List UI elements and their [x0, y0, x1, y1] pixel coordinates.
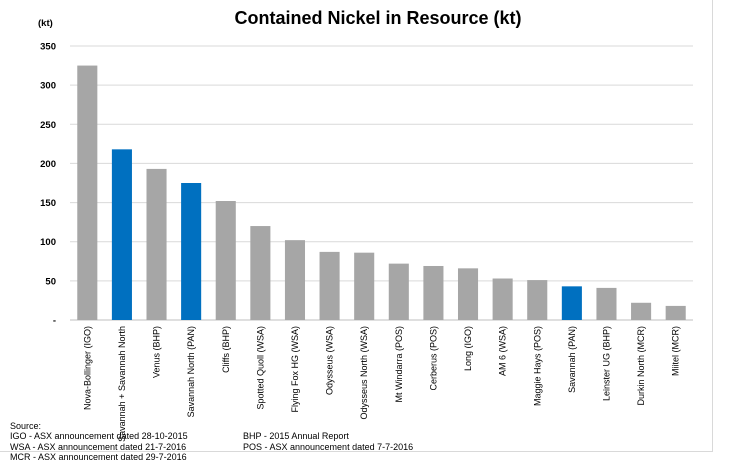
bar — [146, 168, 167, 320]
chart-title: Contained Nickel in Resource (kt) — [234, 8, 521, 28]
y-tick-label: 100 — [40, 237, 56, 248]
source-line: MCR - ASX announcement dated 29-7-2016 — [10, 452, 187, 463]
bar — [181, 183, 202, 320]
bar — [423, 265, 444, 320]
x-tick-label: Maggie Hays (POS) — [532, 326, 542, 406]
bar — [631, 302, 652, 320]
x-tick-label: Venus (BHP) — [152, 326, 162, 378]
x-tick-label: Odysseus (WSA) — [325, 326, 335, 395]
x-tick-label: Cerberus (POS) — [428, 326, 438, 391]
bar — [457, 268, 479, 320]
y-tick-label: 300 — [40, 81, 56, 92]
x-tick-label: Durkin North (MCR) — [636, 326, 646, 406]
x-tick-label: Spotted Quoll (WSA) — [255, 326, 265, 410]
x-tick-label: Cliffs (BHP) — [221, 326, 231, 373]
frame-bottom-border — [0, 451, 713, 452]
bar — [215, 201, 236, 320]
bar — [354, 252, 375, 320]
y-tick-label: 200 — [40, 159, 56, 170]
bar — [319, 251, 340, 320]
bar — [388, 263, 409, 320]
y-axis-unit-label: (kt) — [38, 18, 53, 29]
bar — [284, 240, 306, 320]
x-tick-label: Long (IGO) — [463, 326, 473, 371]
x-tick-label: Nova-Bollinger (IGO) — [82, 326, 92, 410]
source-line: BHP - 2015 Annual Report — [243, 431, 349, 442]
bar — [561, 286, 582, 320]
y-tick-label: 50 — [45, 276, 56, 287]
frame-right-border — [712, 0, 713, 452]
y-tick-label: - — [53, 316, 56, 327]
source-notes: Source: IGO - ASX announcement dated 28-… — [10, 421, 413, 463]
source-list: IGO - ASX announcement dated 28-10-2015 … — [10, 431, 413, 462]
y-axis-ticks: - 50 100 150 200 250 300 350 — [40, 42, 56, 327]
x-tick-label: Flying Fox HG (WSA) — [290, 326, 300, 413]
bar — [250, 226, 271, 320]
x-tick-label: Savannah + Savannah North — [117, 326, 127, 442]
x-tick-label: Miitel (MCR) — [671, 326, 681, 376]
bars — [77, 65, 686, 320]
bar — [492, 278, 513, 320]
x-tick-label: Odysseus North (WSA) — [359, 326, 369, 420]
source-heading: Source: — [10, 421, 42, 431]
source-line: WSA - ASX announcement dated 21-7-2016 — [10, 441, 187, 452]
gridlines — [70, 45, 693, 321]
bar — [527, 280, 548, 320]
x-tick-label: Mt Windarra (POS) — [394, 326, 404, 403]
y-tick-label: 250 — [40, 120, 56, 131]
bar — [77, 65, 98, 320]
y-tick-label: 350 — [40, 42, 56, 53]
bar — [665, 305, 686, 320]
source-line: POS - ASX announcement dated 7-7-2016 — [243, 441, 414, 452]
bar — [111, 149, 132, 320]
x-axis-ticks: Nova-Bollinger (IGO) Savannah + Savannah … — [82, 326, 680, 442]
source-line: IGO - ASX announcement dated 28-10-2015 — [10, 431, 188, 442]
x-tick-label: Leinster UG (BHP) — [601, 326, 611, 401]
y-tick-label: 150 — [40, 198, 56, 209]
x-tick-label: Savannah North (PAN) — [186, 326, 196, 417]
x-tick-label: AM 6 (WSA) — [498, 326, 508, 376]
x-tick-label: Savannah (PAN) — [567, 326, 577, 393]
bar — [596, 287, 617, 320]
